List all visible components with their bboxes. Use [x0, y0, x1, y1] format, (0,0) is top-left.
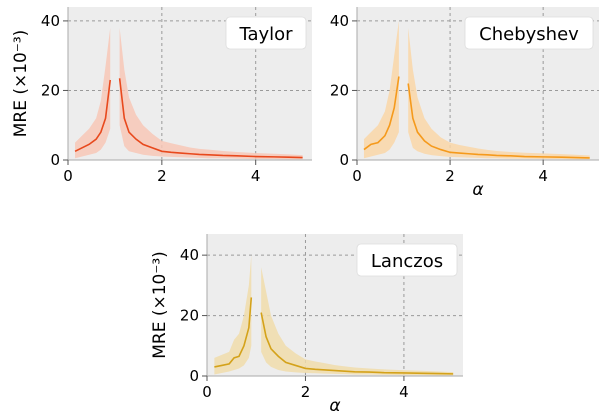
series-line [363, 76, 400, 151]
y-tick-label: 20 [41, 81, 60, 99]
y-tick-label: 40 [41, 12, 60, 30]
legend-label: Taylor [238, 24, 293, 45]
series-line [260, 312, 454, 375]
y-tick-label: 0 [339, 151, 349, 169]
x-tick-label: 2 [445, 167, 455, 185]
y-tick-label: 0 [50, 151, 60, 169]
x-tick-label: 0 [352, 167, 362, 185]
y-tick-label: 20 [330, 81, 349, 99]
x-axis-label: α [472, 180, 483, 200]
x-tick-label: 2 [301, 383, 311, 401]
y-tick-label: 20 [180, 307, 199, 325]
x-tick-label: 4 [251, 167, 261, 185]
error-band [214, 255, 252, 375]
y-tick-label: 40 [180, 246, 199, 264]
x-tick-label: 2 [157, 167, 167, 185]
y-axis-label: MRE (×10⁻³) [150, 251, 170, 359]
x-tick-label: 0 [63, 167, 73, 185]
y-tick-label: 40 [330, 12, 349, 30]
legend-label: Chebyshev [479, 24, 579, 45]
error-band [119, 27, 303, 160]
error-band [261, 267, 454, 376]
series-line [118, 78, 303, 159]
error-band [75, 27, 111, 159]
error-band [408, 27, 590, 160]
legend-box [225, 16, 307, 50]
y-tick-label: 0 [189, 367, 199, 385]
series-line [74, 79, 112, 153]
series-line [214, 297, 253, 368]
x-tick-label: 0 [202, 383, 212, 401]
legend-box [464, 16, 594, 50]
x-tick-label: 4 [399, 383, 409, 401]
series-line [407, 83, 590, 159]
x-tick-label: 4 [538, 167, 548, 185]
legend-box [356, 243, 458, 277]
x-axis-label: α [329, 396, 340, 416]
legend-label: Lanczos [371, 251, 443, 272]
y-axis-label: MRE (×10⁻³) [11, 30, 31, 138]
